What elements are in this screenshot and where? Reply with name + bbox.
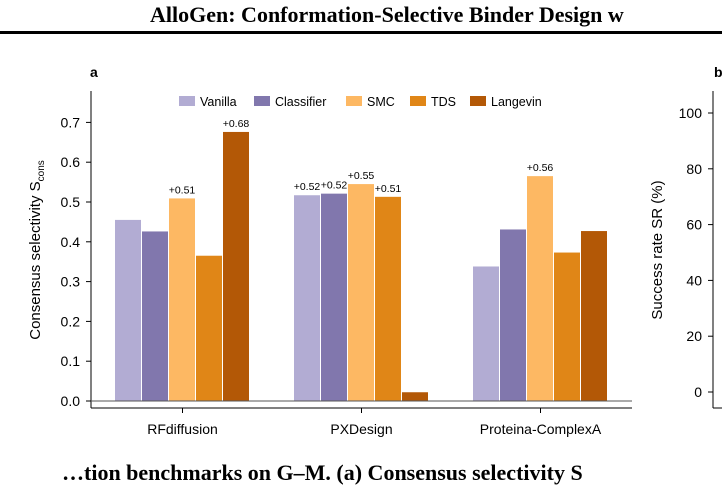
y-tick-label: 0.7 — [61, 114, 81, 130]
legend-a: Vanilla Classifier SMC TDS Langevin — [179, 95, 542, 109]
legend-swatch-smc — [346, 96, 362, 106]
bar-tds-proteina-complexa — [554, 252, 580, 401]
bar-langevin-proteina-complexa — [581, 231, 607, 401]
panel-b-label: b — [714, 64, 722, 80]
bar-tds-rfdiffusion — [196, 255, 222, 401]
y-tick-label: 60 — [686, 217, 702, 233]
bar-annotation: +0.68 — [223, 118, 250, 130]
bar-tds-pxdesign — [375, 196, 401, 401]
panel-b: b 0 20 40 60 80 100 Success rate SR (%) — [649, 64, 722, 409]
bar-annotation: +0.55 — [348, 170, 375, 182]
bar-vanilla-proteina-complexa — [473, 266, 499, 401]
header-rule — [0, 31, 722, 34]
paper-title: AlloGen: Conformation-Selective Binder D… — [150, 2, 624, 27]
y-tick-label: 0.2 — [61, 313, 81, 329]
panel-a: a Vanilla Classifier SMC TDS Langevin +0.51+… — [27, 64, 632, 437]
bar-smc-rfdiffusion — [169, 198, 195, 401]
bar-smc-proteina-complexa — [527, 176, 553, 401]
y-tick-label: 0.5 — [61, 194, 81, 210]
legend-label-tds: TDS — [431, 95, 456, 109]
legend-swatch-langevin — [470, 96, 486, 106]
bar-annotation: +0.51 — [169, 184, 196, 196]
y-tick-label: 0.3 — [61, 274, 81, 290]
bar-classifier-proteina-complexa — [500, 229, 526, 401]
y-tick-label: 20 — [686, 328, 702, 344]
x-tick-label: PXDesign — [330, 421, 392, 437]
y-axis-title-b: Success rate SR (%) — [649, 180, 666, 319]
legend-swatch-vanilla — [179, 96, 195, 106]
bar-langevin-pxdesign — [402, 392, 428, 401]
x-tick-label: RFdiffusion — [147, 421, 218, 437]
bar-vanilla-pxdesign — [294, 195, 320, 401]
legend-swatch-classifier — [254, 96, 270, 106]
bar-annotation: +0.52 — [321, 180, 348, 192]
legend-label-langevin: Langevin — [491, 95, 542, 109]
bar-classifier-rfdiffusion — [142, 231, 168, 401]
y-ticks-b: 0 20 40 60 80 100 — [679, 105, 713, 400]
x-tick-label: Proteina-ComplexA — [480, 421, 602, 437]
y-tick-label: 0.6 — [61, 154, 81, 170]
bar-annotation: +0.56 — [527, 162, 554, 174]
legend-label-vanilla: Vanilla — [200, 95, 237, 109]
bar-classifier-pxdesign — [321, 193, 347, 401]
panel-a-label: a — [90, 64, 98, 80]
y-axis-title-a: Consensus selectivity Scons — [27, 160, 47, 340]
figure-caption: …tion benchmarks on G–M. (a) Consensus s… — [62, 460, 583, 485]
y-tick-label: 0 — [694, 384, 702, 400]
y-tick-label: 0.4 — [61, 234, 81, 250]
bar-annotation: +0.51 — [375, 183, 402, 195]
page-header: AlloGen: Conformation-Selective Binder D… — [0, 0, 722, 34]
bar-smc-pxdesign — [348, 184, 374, 401]
bar-vanilla-rfdiffusion — [115, 219, 141, 401]
y-tick-label: 40 — [686, 272, 702, 288]
legend-label-smc: SMC — [367, 95, 395, 109]
annotations-a: +0.51+0.68+0.52 +0.52+0.55+0.51+0.56 — [169, 118, 554, 196]
bar-annotation: +0.52 — [294, 181, 321, 193]
y-ticks-a: 0.0 0.1 0.2 0.3 0.4 0.5 0.6 0.7 — [61, 114, 91, 409]
y-tick-label: 100 — [679, 105, 703, 121]
x-ticks-a: RFdiffusion PXDesign Proteina-ComplexA — [147, 408, 602, 437]
bar-langevin-rfdiffusion — [223, 131, 249, 401]
y-tick-label: 80 — [686, 161, 702, 177]
legend-label-classifier: Classifier — [275, 95, 326, 109]
bars-a — [115, 131, 607, 401]
legend-swatch-tds — [410, 96, 426, 106]
y-tick-label: 0.1 — [61, 353, 81, 369]
y-tick-label: 0.0 — [61, 393, 81, 409]
